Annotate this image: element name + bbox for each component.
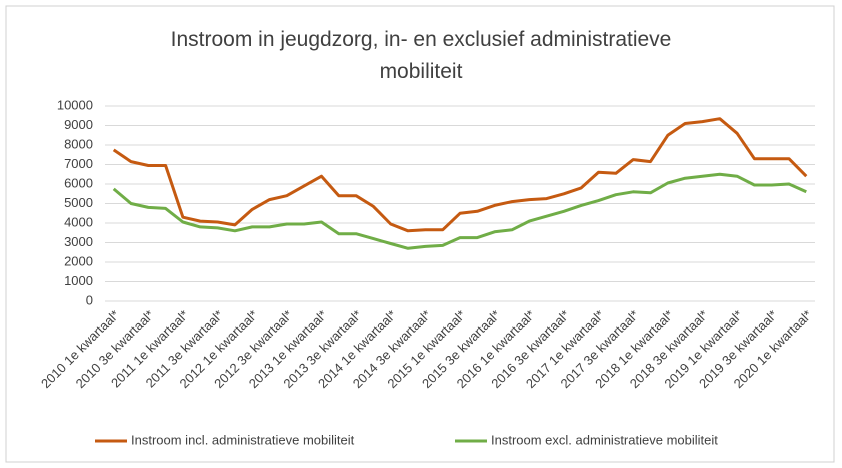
y-tick-label: 2000 bbox=[64, 253, 93, 268]
y-tick-label: 6000 bbox=[64, 175, 93, 190]
y-tick-label: 10000 bbox=[57, 97, 93, 112]
chart-title: Instroom in jeugdzorg, in- en exclusief … bbox=[170, 28, 672, 83]
series-line bbox=[112, 117, 808, 233]
y-tick-label: 3000 bbox=[64, 234, 93, 249]
series-line bbox=[112, 172, 807, 250]
y-tick-label: 5000 bbox=[64, 195, 93, 210]
y-tick-label: 0 bbox=[86, 292, 93, 307]
y-tick-label: 8000 bbox=[64, 136, 93, 151]
y-tick-label: 7000 bbox=[64, 156, 93, 171]
y-tick-label: 1000 bbox=[64, 273, 93, 288]
chart-border bbox=[5, 5, 835, 463]
y-tick-label: 9000 bbox=[64, 117, 93, 132]
legend-label: Instroom incl. administratieve mobilitei… bbox=[131, 432, 355, 447]
legend-label: Instroom excl. administratieve mobilitei… bbox=[491, 432, 718, 447]
y-tick-label: 4000 bbox=[64, 214, 93, 229]
